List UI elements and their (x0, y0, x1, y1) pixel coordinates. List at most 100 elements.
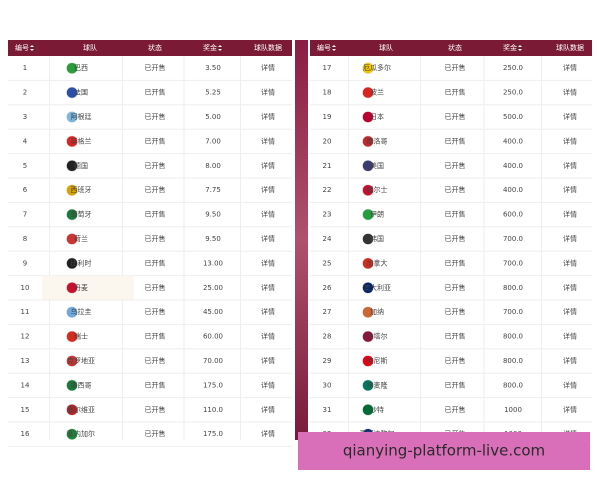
status: 已开售 (445, 185, 466, 194)
flag-icon (66, 62, 78, 74)
status: 已开售 (145, 112, 166, 121)
details-link[interactable]: 详情 (563, 258, 577, 267)
details-link[interactable]: 详情 (261, 234, 275, 243)
row-number: 6 (23, 186, 28, 194)
sort-icon[interactable] (518, 45, 522, 51)
header-cell[interactable]: 奖金 (503, 43, 517, 52)
status: 已开售 (445, 332, 466, 341)
row-number: 31 (323, 406, 332, 414)
flag-icon (362, 86, 374, 99)
status: 已开售 (445, 136, 466, 145)
details-link[interactable]: 详情 (261, 258, 275, 267)
details-link[interactable]: 详情 (563, 234, 577, 243)
row-number: 24 (323, 235, 332, 243)
status: 已开售 (145, 161, 166, 170)
details-link[interactable]: 详情 (261, 210, 275, 219)
status: 已开售 (445, 258, 466, 267)
header-cell: 球队数据 (254, 43, 282, 52)
details-link[interactable]: 详情 (563, 380, 577, 389)
team-name: 瑞士 (74, 332, 88, 341)
details-link[interactable]: 详情 (563, 307, 577, 316)
status: 已开售 (145, 380, 166, 389)
status: 已开售 (145, 234, 166, 243)
flag-icon (66, 306, 78, 318)
details-link[interactable]: 详情 (261, 429, 275, 438)
team-name: 塞内加尔 (67, 429, 95, 438)
header-cell[interactable]: 奖金 (203, 43, 217, 52)
details-link[interactable]: 详情 (563, 405, 577, 414)
flag-icon (362, 379, 374, 392)
details-link[interactable]: 详情 (261, 185, 275, 194)
details-link[interactable]: 详情 (261, 405, 275, 414)
flag-icon (66, 135, 78, 148)
row-number: 3 (23, 113, 27, 121)
row-highlight (42, 275, 134, 300)
row-number: 23 (323, 211, 332, 219)
prize: 800.0 (503, 284, 523, 292)
status: 已开售 (445, 112, 466, 121)
details-link[interactable]: 详情 (563, 332, 577, 341)
details-link[interactable]: 详情 (261, 136, 275, 145)
row-number: 16 (21, 430, 30, 438)
details-link[interactable]: 详情 (261, 88, 275, 97)
team-name: 巴西 (74, 64, 88, 72)
prize: 175.0 (203, 430, 223, 438)
row-number: 28 (323, 333, 332, 341)
details-link[interactable]: 详情 (261, 332, 275, 341)
row-number: 26 (323, 284, 332, 292)
prize: 250.0 (503, 64, 523, 72)
sort-icon[interactable] (218, 45, 222, 51)
details-link[interactable]: 详情 (261, 63, 275, 72)
prize: 7.75 (205, 186, 221, 194)
prize: 9.50 (205, 235, 221, 243)
status: 已开售 (145, 332, 166, 341)
status: 已开售 (145, 429, 166, 438)
header-cell[interactable]: 编号 (317, 43, 331, 52)
prize: 45.00 (203, 308, 223, 316)
status: 已开售 (445, 283, 466, 292)
prize: 60.00 (203, 333, 223, 341)
details-link[interactable]: 详情 (563, 283, 577, 292)
table-header (310, 40, 592, 56)
details-link[interactable]: 详情 (563, 112, 577, 121)
details-link[interactable]: 详情 (261, 307, 275, 316)
row-number: 29 (323, 357, 332, 365)
flag-icon (362, 111, 374, 123)
team-name: 德国 (74, 161, 88, 170)
status: 已开售 (445, 88, 466, 97)
row-number: 5 (23, 162, 27, 170)
status: 已开售 (145, 136, 166, 145)
team-name: 卡塔尔 (367, 332, 388, 341)
details-link[interactable]: 详情 (563, 136, 577, 145)
details-link[interactable]: 详情 (261, 112, 275, 121)
team-name: 荷兰 (74, 234, 88, 243)
row-number: 30 (323, 381, 332, 389)
team-name: 加纳 (370, 307, 384, 316)
flag-icon (66, 355, 78, 367)
team-name: 喀麦隆 (367, 380, 388, 389)
details-link[interactable]: 详情 (563, 185, 577, 194)
header-cell[interactable]: 编号 (15, 43, 29, 52)
flag-icon (66, 282, 78, 294)
flag-icon (362, 184, 374, 196)
details-link[interactable]: 详情 (261, 283, 275, 292)
sort-icon[interactable] (332, 45, 336, 51)
prize: 1000 (504, 406, 522, 414)
details-link[interactable]: 详情 (563, 210, 577, 219)
details-link[interactable]: 详情 (563, 161, 577, 170)
watermark: qianying-platform-live.com (343, 442, 545, 460)
prize: 5.00 (205, 113, 221, 121)
row-number: 11 (21, 308, 30, 316)
watermark-box (298, 432, 590, 470)
details-link[interactable]: 详情 (261, 356, 275, 365)
flag-icon (362, 282, 374, 294)
sort-icon[interactable] (30, 45, 34, 51)
details-link[interactable]: 详情 (261, 161, 275, 170)
row-number: 19 (323, 113, 332, 121)
details-link[interactable]: 详情 (261, 380, 275, 389)
details-link[interactable]: 详情 (563, 356, 577, 365)
flag-icon (362, 62, 374, 74)
prize: 700.0 (503, 259, 523, 267)
details-link[interactable]: 详情 (563, 88, 577, 97)
details-link[interactable]: 详情 (563, 63, 577, 72)
